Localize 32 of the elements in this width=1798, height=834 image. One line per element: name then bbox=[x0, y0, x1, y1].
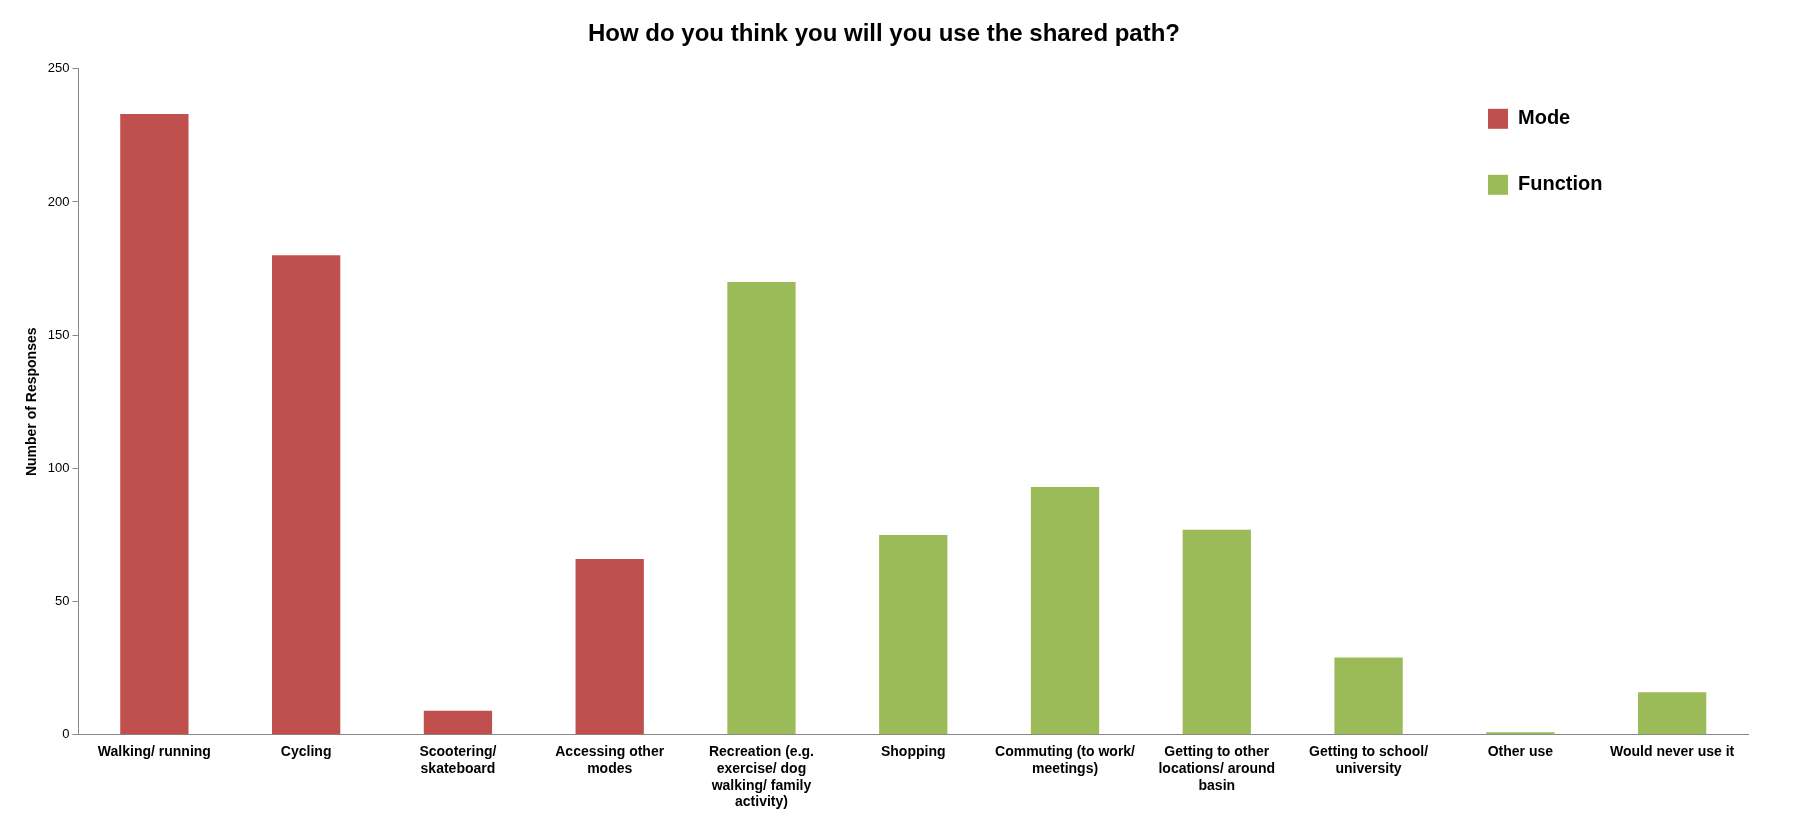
x-tick-label: Getting to other locations/ around basin bbox=[1158, 743, 1276, 793]
x-tick-label: Would never use it bbox=[1610, 743, 1735, 760]
bar bbox=[272, 255, 341, 735]
y-tick-label: 50 bbox=[55, 593, 70, 609]
x-tick-label: Shopping bbox=[880, 743, 946, 760]
x-tick-label: Getting to school/ university bbox=[1309, 743, 1429, 776]
x-tick-label: Scootering/ skateboard bbox=[419, 743, 497, 776]
bar bbox=[1182, 529, 1251, 735]
bar bbox=[1030, 487, 1100, 735]
x-tick-label: Accessing other modes bbox=[555, 743, 665, 776]
y-axis-title: Number of Responses bbox=[23, 327, 40, 477]
y-tick-label: 200 bbox=[47, 193, 70, 209]
x-tick-label: Commuting (to work/ meetings) bbox=[995, 743, 1136, 776]
bar bbox=[575, 558, 644, 735]
chart-title: How do you think you will you use the shared path? bbox=[587, 19, 1181, 47]
legend-label: Mode bbox=[1518, 106, 1571, 129]
y-tick-label: 100 bbox=[47, 459, 70, 475]
bar bbox=[120, 114, 189, 735]
bar bbox=[727, 281, 796, 735]
bar bbox=[423, 710, 493, 735]
bar bbox=[879, 535, 948, 735]
y-tick-label: 150 bbox=[47, 326, 70, 342]
bar bbox=[1334, 657, 1403, 735]
x-tick-label: Cycling bbox=[280, 743, 332, 760]
x-tick-label: Walking/ running bbox=[97, 743, 211, 760]
bar bbox=[1486, 732, 1555, 735]
legend-label: Function bbox=[1518, 172, 1603, 195]
bar bbox=[1637, 692, 1707, 735]
x-tick-label: Other use bbox=[1487, 743, 1554, 760]
x-tick-label: Recreation (e.g. exercise/ dog walking/ family activity) bbox=[708, 743, 814, 810]
y-tick-label: 0 bbox=[62, 726, 70, 742]
y-tick-label: 250 bbox=[47, 60, 70, 76]
